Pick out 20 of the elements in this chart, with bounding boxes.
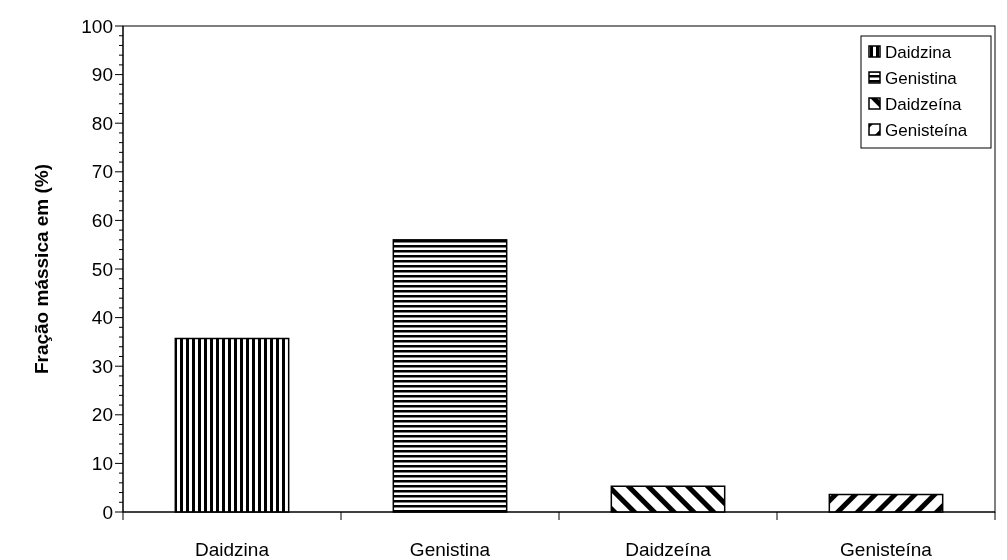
x-tick-label: Genisteína [840,539,933,560]
x-tick-label: Daidzina [195,539,270,560]
y-tick-label: 70 [91,161,113,183]
y-tick-label: 40 [91,307,113,329]
x-tick-label: Daidzeína [625,539,712,560]
y-tick-label: 80 [91,112,113,134]
legend-label: Genistina [885,68,958,88]
y-axis-title: Fração mássica em (%) [31,163,52,375]
y-tick-label: 90 [91,64,113,86]
y-tick-label: 20 [91,404,113,426]
y-tick-label: 30 [91,355,113,377]
y-tick-label: 100 [81,15,113,37]
legend-label: Genisteína [885,120,968,140]
legend-label: Daidzina [885,42,952,62]
y-tick-label: 10 [91,453,113,475]
y-tick-label: 60 [91,210,113,232]
y-tick-label: 0 [102,501,113,523]
x-tick-label: Genistina [409,539,491,560]
legend-label: Daidzeína [885,94,963,114]
y-tick-label: 50 [91,258,113,280]
